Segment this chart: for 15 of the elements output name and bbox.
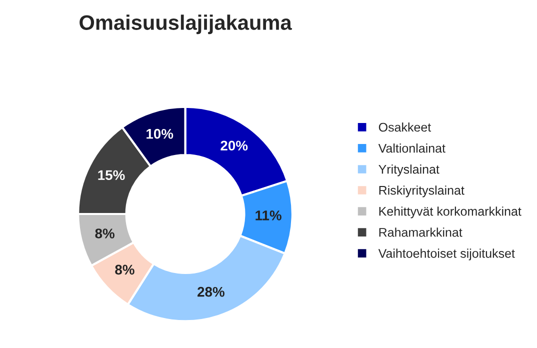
legend-label: Vaihtoehtoiset sijoitukset (378, 248, 515, 260)
legend-label: Valtionlainat (378, 144, 446, 153)
chart-title: Omaisuuslajijakauma (80, 14, 292, 34)
legend-label: Osakkeet (378, 122, 432, 132)
data-label: 20% (220, 140, 248, 151)
legend-label: Riskiyrityslainat (379, 186, 464, 198)
data-label: 8% (115, 264, 134, 275)
legend-label: Rahamarkkinat (379, 228, 462, 237)
legend-label: Kehittyvät korkomarkkinat (379, 206, 522, 218)
data-label: 10% (146, 128, 174, 139)
data-label: 11% (256, 210, 282, 220)
data-label: 8% (95, 228, 114, 238)
data-label: 28% (198, 286, 224, 297)
legend-label: Yrityslainat (378, 164, 440, 176)
data-label: 15% (98, 170, 125, 180)
